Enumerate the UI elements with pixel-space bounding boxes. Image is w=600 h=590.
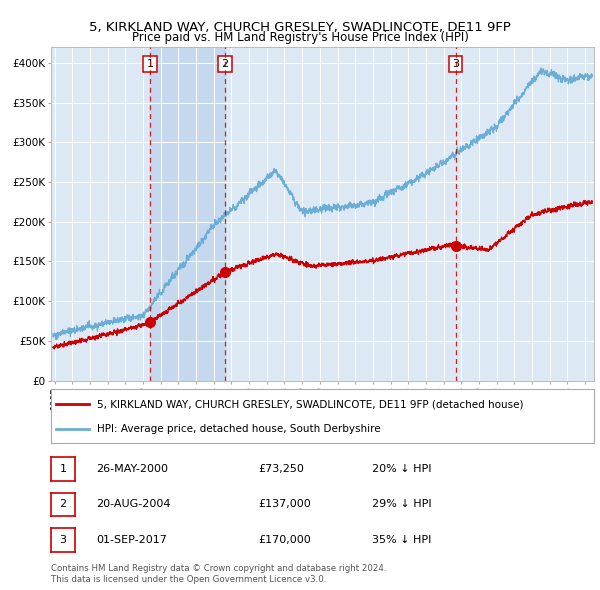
Text: Contains HM Land Registry data © Crown copyright and database right 2024.: Contains HM Land Registry data © Crown c… bbox=[51, 565, 386, 573]
Text: 20-AUG-2004: 20-AUG-2004 bbox=[96, 500, 170, 509]
Text: 5, KIRKLAND WAY, CHURCH GRESLEY, SWADLINCOTE, DE11 9FP (detached house): 5, KIRKLAND WAY, CHURCH GRESLEY, SWADLIN… bbox=[97, 399, 524, 409]
Text: 1: 1 bbox=[146, 59, 154, 69]
Text: This data is licensed under the Open Government Licence v3.0.: This data is licensed under the Open Gov… bbox=[51, 575, 326, 584]
Text: 01-SEP-2017: 01-SEP-2017 bbox=[96, 535, 167, 545]
Bar bbox=[150, 47, 225, 381]
Text: 26-MAY-2000: 26-MAY-2000 bbox=[96, 464, 168, 474]
Text: 2: 2 bbox=[59, 500, 67, 509]
Text: 5, KIRKLAND WAY, CHURCH GRESLEY, SWADLINCOTE, DE11 9FP: 5, KIRKLAND WAY, CHURCH GRESLEY, SWADLIN… bbox=[89, 21, 511, 34]
Text: 20% ↓ HPI: 20% ↓ HPI bbox=[372, 464, 431, 474]
Text: £73,250: £73,250 bbox=[258, 464, 304, 474]
Text: Price paid vs. HM Land Registry's House Price Index (HPI): Price paid vs. HM Land Registry's House … bbox=[131, 31, 469, 44]
Text: 3: 3 bbox=[452, 59, 459, 69]
Text: 35% ↓ HPI: 35% ↓ HPI bbox=[372, 535, 431, 545]
Text: 1: 1 bbox=[59, 464, 67, 474]
Text: 2: 2 bbox=[221, 59, 229, 69]
Text: £137,000: £137,000 bbox=[258, 500, 311, 509]
Text: 29% ↓ HPI: 29% ↓ HPI bbox=[372, 500, 431, 509]
Text: £170,000: £170,000 bbox=[258, 535, 311, 545]
Text: HPI: Average price, detached house, South Derbyshire: HPI: Average price, detached house, Sout… bbox=[97, 424, 381, 434]
Text: 3: 3 bbox=[59, 535, 67, 545]
